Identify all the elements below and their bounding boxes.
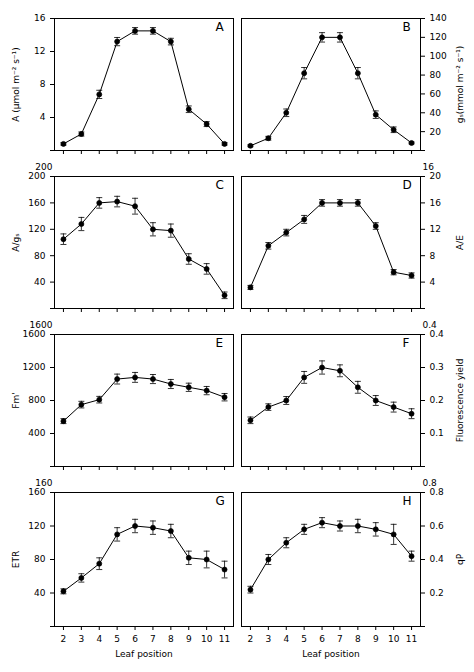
svg-text:120: 120	[28, 224, 45, 234]
svg-text:16: 16	[34, 13, 46, 23]
svg-text:12: 12	[430, 224, 441, 234]
svg-text:120: 120	[430, 32, 447, 42]
svg-text:1600: 1600	[30, 320, 53, 330]
svg-text:4: 4	[40, 112, 46, 122]
svg-text:80: 80	[34, 251, 46, 261]
svg-text:A/E: A/E	[455, 235, 465, 250]
svg-text:12: 12	[34, 46, 45, 56]
svg-text:160: 160	[28, 198, 45, 208]
svg-text:2: 2	[248, 634, 254, 644]
svg-text:B: B	[403, 20, 411, 34]
svg-text:E: E	[216, 336, 224, 350]
svg-text:40: 40	[430, 108, 442, 118]
svg-text:0.3: 0.3	[430, 362, 444, 372]
svg-text:9: 9	[186, 634, 192, 644]
svg-text:0.8: 0.8	[423, 478, 438, 488]
svg-text:60: 60	[430, 89, 442, 99]
svg-text:A: A	[216, 20, 225, 34]
svg-text:4: 4	[283, 634, 289, 644]
svg-text:Fm': Fm'	[11, 392, 21, 408]
svg-text:4: 4	[430, 277, 436, 287]
svg-text:40: 40	[34, 588, 46, 598]
svg-text:80: 80	[34, 554, 46, 564]
svg-text:1200: 1200	[23, 362, 46, 372]
svg-text:0.4: 0.4	[430, 554, 445, 564]
svg-text:0.2: 0.2	[430, 588, 444, 598]
svg-text:F: F	[403, 336, 410, 350]
svg-text:ETR: ETR	[11, 551, 21, 568]
svg-text:Leaf position: Leaf position	[115, 649, 173, 659]
svg-text:10: 10	[201, 634, 213, 644]
svg-text:A/gₛ: A/gₛ	[11, 233, 21, 251]
svg-text:16: 16	[430, 198, 442, 208]
svg-text:160: 160	[35, 478, 52, 488]
svg-text:9: 9	[373, 634, 379, 644]
svg-text:8: 8	[40, 79, 46, 89]
svg-text:20: 20	[430, 171, 442, 181]
svg-text:C: C	[216, 178, 224, 192]
svg-text:200: 200	[35, 162, 52, 172]
svg-text:7: 7	[150, 634, 156, 644]
svg-text:3: 3	[78, 634, 84, 644]
svg-text:2: 2	[61, 634, 67, 644]
svg-text:0.2: 0.2	[430, 395, 444, 405]
svg-text:0.1: 0.1	[430, 428, 444, 438]
svg-text:160: 160	[28, 487, 45, 497]
svg-text:1600: 1600	[23, 329, 46, 339]
svg-text:120: 120	[28, 521, 45, 531]
svg-text:4: 4	[96, 634, 102, 644]
svg-text:100: 100	[430, 51, 447, 61]
svg-text:11: 11	[406, 634, 417, 644]
svg-text:6: 6	[132, 634, 138, 644]
svg-text:8: 8	[168, 634, 174, 644]
svg-text:11: 11	[219, 634, 230, 644]
svg-text:qP: qP	[455, 553, 465, 565]
svg-text:80: 80	[430, 70, 442, 80]
svg-text:0.8: 0.8	[430, 487, 445, 497]
svg-text:0.4: 0.4	[430, 329, 445, 339]
svg-text:800: 800	[28, 395, 45, 405]
svg-text:5: 5	[301, 634, 307, 644]
svg-text:gₛ(mmol m⁻² s⁻¹): gₛ(mmol m⁻² s⁻¹)	[455, 46, 465, 124]
svg-text:40: 40	[34, 277, 46, 287]
svg-text:8: 8	[355, 634, 361, 644]
svg-text:0.6: 0.6	[430, 521, 445, 531]
svg-text:20: 20	[430, 127, 442, 137]
svg-text:H: H	[403, 494, 412, 508]
svg-text:200: 200	[28, 171, 45, 181]
svg-text:Leaf position: Leaf position	[302, 649, 360, 659]
svg-text:16: 16	[423, 162, 435, 172]
svg-text:G: G	[216, 494, 225, 508]
svg-text:A (μmol m⁻² s⁻¹): A (μmol m⁻² s⁻¹)	[11, 47, 21, 121]
svg-text:Fluorescence yield: Fluorescence yield	[455, 359, 465, 443]
svg-text:10: 10	[388, 634, 400, 644]
svg-text:8: 8	[430, 251, 436, 261]
svg-text:0.4: 0.4	[423, 320, 438, 330]
svg-text:140: 140	[430, 13, 447, 23]
svg-text:5: 5	[114, 634, 120, 644]
svg-text:D: D	[403, 178, 412, 192]
svg-text:400: 400	[28, 428, 45, 438]
svg-text:6: 6	[319, 634, 325, 644]
svg-text:7: 7	[337, 634, 343, 644]
svg-text:3: 3	[265, 634, 271, 644]
